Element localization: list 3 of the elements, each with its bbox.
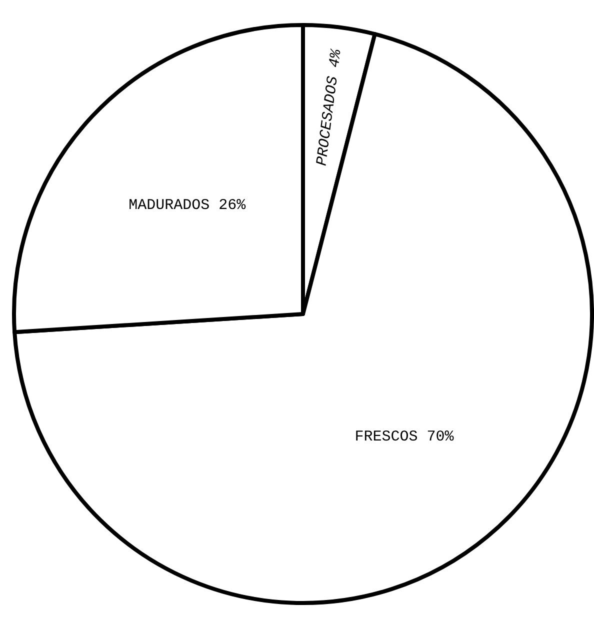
- slice-label: FRESCOS 70%: [354, 428, 455, 446]
- slice-label: MADURADOS 26%: [128, 197, 247, 214]
- slice-label: PROCESADOS 4%: [314, 48, 346, 167]
